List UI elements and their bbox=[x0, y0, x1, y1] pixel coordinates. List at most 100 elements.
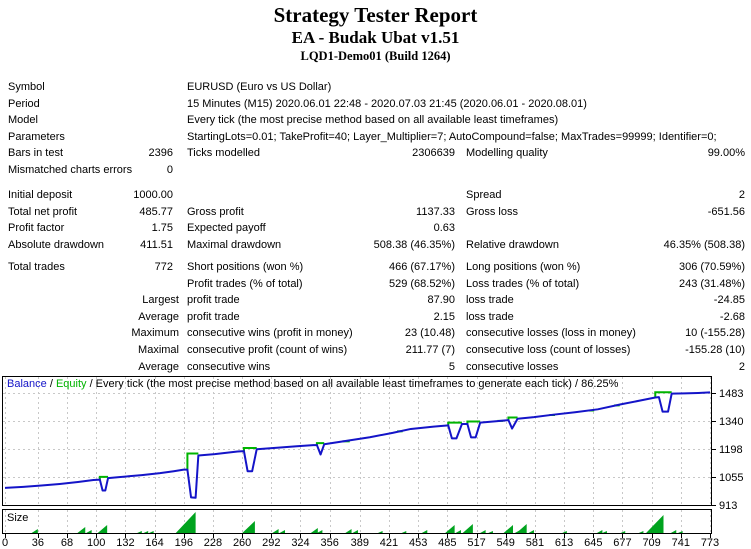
size-spike bbox=[488, 531, 493, 533]
metric-cell: Maximal bbox=[8, 342, 179, 359]
equity-line bbox=[654, 391, 672, 398]
metric-label: Expected payoff bbox=[187, 222, 266, 235]
metric-value: 2 bbox=[738, 189, 745, 202]
metric-sublabel: Maximal bbox=[138, 343, 179, 356]
metric-label: Mismatched charts errors bbox=[8, 163, 133, 176]
detail-value: Every tick (the most precise method base… bbox=[187, 114, 559, 127]
metric-label: Total trades bbox=[8, 260, 65, 273]
metric-value: 243 (31.48%) bbox=[678, 277, 745, 290]
report-header: Strategy Tester Report EA - Budak Ubat v… bbox=[0, 2, 751, 64]
metric-label: Gross profit bbox=[187, 205, 244, 218]
size-spike bbox=[596, 530, 603, 533]
balance-line bbox=[4, 391, 711, 499]
metric-cell: Spread 2 bbox=[466, 187, 745, 204]
metric-label: Spread bbox=[466, 189, 502, 202]
size-spike bbox=[137, 531, 142, 533]
x-axis-label: 453 bbox=[409, 537, 427, 549]
metric-label: Loss trades (% of total) bbox=[466, 277, 580, 290]
metric-sublabel: Average bbox=[138, 360, 179, 373]
size-spike bbox=[480, 530, 486, 533]
metric-cell: Loss trades (% of total) 243 (31.48%) bbox=[466, 276, 745, 293]
size-spike bbox=[86, 530, 92, 533]
size-spike bbox=[31, 529, 38, 533]
metric-cell: Largest bbox=[8, 292, 179, 309]
metric-sublabel: Maximum bbox=[131, 327, 179, 340]
size-spike bbox=[562, 531, 567, 533]
report-row: Maximal consecutive profit (count of wins… bbox=[0, 342, 751, 359]
metric-label: Total net profit bbox=[8, 205, 78, 218]
metric-value: 2 bbox=[738, 360, 745, 373]
metric-cell: Parameters bbox=[8, 129, 173, 146]
x-axis-label: 164 bbox=[145, 537, 163, 549]
metric-cell: Profit trades (% of total) 529 (68.52%) bbox=[187, 276, 455, 293]
metric-value: 46.35% (508.38) bbox=[663, 238, 745, 251]
x-axis-label: 421 bbox=[380, 537, 398, 549]
equity-line bbox=[186, 452, 199, 470]
size-spike bbox=[602, 531, 607, 533]
metric-cell: Short positions (won %) 466 (67.17%) bbox=[187, 259, 455, 276]
metric-label: Short positions (won %) bbox=[187, 260, 304, 273]
x-axis-label: 356 bbox=[321, 537, 339, 549]
report-row: Average consecutive wins 5 consecutive loss… bbox=[0, 359, 751, 376]
metric-cell: loss trade -24.85 bbox=[466, 292, 745, 309]
metric-label: consecutive losses (loss in money) bbox=[466, 327, 636, 340]
x-axis-label: 741 bbox=[672, 537, 690, 549]
detail-value: EURUSD (Euro vs US Dollar) bbox=[187, 81, 332, 93]
metric-value: 2306639 bbox=[412, 147, 455, 160]
size-panel-label: Size bbox=[7, 512, 28, 524]
metric-value: 211.77 (7) bbox=[405, 343, 455, 356]
report-row: Initial deposit 1000.00 Spread 2 bbox=[0, 187, 751, 204]
metric-cell: Period bbox=[8, 96, 173, 113]
metric-label: loss trade bbox=[466, 310, 514, 323]
size-spike bbox=[310, 528, 318, 533]
x-axis-label: 389 bbox=[351, 537, 369, 549]
metric-value: 0.63 bbox=[433, 222, 455, 235]
metric-cell: Profit factor 1.75 bbox=[8, 220, 173, 237]
metric-value: -2.68 bbox=[719, 310, 745, 323]
metric-label: consecutive profit (count of wins) bbox=[187, 343, 348, 356]
metric-value: 1137.33 bbox=[416, 205, 455, 218]
metric-value: 0 bbox=[166, 163, 173, 176]
size-spike bbox=[377, 531, 383, 533]
metric-cell: Bars in test 2396 bbox=[8, 145, 173, 162]
report-row: Symbol EURUSD (Euro vs US Dollar) bbox=[0, 79, 751, 96]
x-axis-label: 260 bbox=[233, 537, 251, 549]
metric-cell: consecutive profit (count of wins) 211.77… bbox=[187, 342, 455, 359]
size-plot-frame bbox=[2, 509, 712, 534]
x-axis-label: 485 bbox=[438, 537, 456, 549]
x-axis-label: 677 bbox=[613, 537, 631, 549]
x-axis-label: 68 bbox=[61, 537, 73, 549]
metric-label: Gross loss bbox=[466, 205, 518, 218]
x-axis-label: 613 bbox=[555, 537, 573, 549]
size-spike bbox=[620, 531, 626, 533]
metric-label: profit trade bbox=[187, 310, 240, 323]
report-row: Bars in test 2396 Ticks modelled 2306639 Mod… bbox=[0, 145, 751, 162]
metric-cell: Average bbox=[8, 309, 179, 326]
size-spike bbox=[528, 530, 534, 533]
metric-cell: Model bbox=[8, 112, 173, 129]
x-axis-label: 228 bbox=[204, 537, 222, 549]
metric-label: Absolute drawdown bbox=[8, 238, 105, 251]
metric-cell: Gross loss -651.56 bbox=[466, 204, 745, 221]
metric-cell: Maximal drawdown 508.38 (46.35%) bbox=[187, 237, 455, 254]
metric-cell: consecutive wins (profit in money) 23 (10… bbox=[187, 325, 455, 342]
metric-cell: Total trades 772 bbox=[8, 259, 173, 276]
y-axis-label: 1340 bbox=[719, 416, 743, 428]
metric-label: consecutive wins bbox=[187, 360, 271, 373]
metric-value: 529 (68.52%) bbox=[388, 277, 455, 290]
metric-label: Period bbox=[8, 97, 40, 110]
metric-label: Initial deposit bbox=[8, 189, 73, 202]
size-spike bbox=[646, 515, 664, 533]
metric-cell: Long positions (won %) 306 (70.59%) bbox=[466, 259, 745, 276]
metric-cell: Expected payoff 0.63 bbox=[187, 220, 455, 237]
metric-cell: consecutive loss (count of losses) -155.2… bbox=[466, 342, 745, 359]
metric-value: -155.28 (10) bbox=[685, 343, 745, 356]
metric-value: 772 bbox=[154, 260, 173, 273]
metric-value: -651.56 bbox=[707, 205, 745, 218]
report-row: Average profit trade 2.15 loss trade -2.68 bbox=[0, 309, 751, 326]
metric-cell: Total net profit 485.77 bbox=[8, 204, 173, 221]
metric-label: profit trade bbox=[187, 294, 240, 307]
size-spike bbox=[678, 531, 683, 533]
metric-cell: Relative drawdown 46.35% (508.38) bbox=[466, 237, 745, 254]
